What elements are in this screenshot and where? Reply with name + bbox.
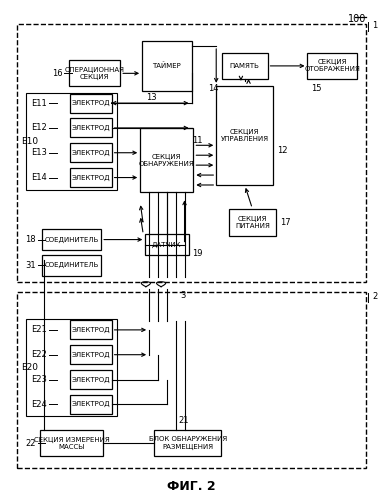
Text: ФИГ. 2: ФИГ. 2 bbox=[167, 480, 216, 493]
Text: 31: 31 bbox=[25, 261, 36, 270]
Text: E22: E22 bbox=[31, 350, 47, 359]
Text: СЕКЦИЯ ИЗМЕРЕНИЯ
МАССЫ: СЕКЦИЯ ИЗМЕРЕНИЯ МАССЫ bbox=[34, 437, 110, 450]
Text: 19: 19 bbox=[192, 250, 203, 258]
Text: E14: E14 bbox=[31, 173, 47, 182]
Text: СОЕДИНИТЕЛЬ: СОЕДИНИТЕЛЬ bbox=[44, 237, 99, 243]
Text: ЭЛЕКТРОД: ЭЛЕКТРОД bbox=[71, 125, 110, 131]
Bar bbox=[70, 143, 112, 162]
Text: ЭЛЕКТРОД: ЭЛЕКТРОД bbox=[71, 150, 110, 156]
Text: СОЕДИНИТЕЛЬ: СОЕДИНИТЕЛЬ bbox=[44, 262, 99, 268]
Text: ДАТЧИК: ДАТЧИК bbox=[152, 242, 182, 248]
Text: 18: 18 bbox=[25, 235, 36, 244]
Text: ОПЕРАЦИОННАЯ
СЕКЦИЯ: ОПЕРАЦИОННАЯ СЕКЦИЯ bbox=[65, 67, 124, 80]
Text: ЭЛЕКТРОД: ЭЛЕКТРОД bbox=[71, 175, 110, 181]
Text: 3: 3 bbox=[180, 290, 185, 300]
Bar bbox=[26, 93, 117, 190]
Text: 11: 11 bbox=[192, 136, 203, 145]
Bar bbox=[16, 292, 367, 468]
Text: СЕКЦИЯ
ОТОБРАЖЕНИЯ: СЕКЦИЯ ОТОБРАЖЕНИЯ bbox=[304, 59, 360, 72]
Text: ПАМЯТЬ: ПАМЯТЬ bbox=[230, 63, 260, 69]
Text: 13: 13 bbox=[146, 93, 157, 102]
Bar bbox=[70, 345, 112, 364]
Text: 12: 12 bbox=[277, 146, 288, 155]
Text: ЭЛЕКТРОД: ЭЛЕКТРОД bbox=[71, 327, 110, 333]
Bar bbox=[69, 60, 120, 86]
Text: 16: 16 bbox=[52, 69, 62, 78]
Bar bbox=[222, 53, 268, 79]
Text: E23: E23 bbox=[31, 375, 47, 384]
Text: 15: 15 bbox=[311, 84, 322, 93]
Bar bbox=[70, 168, 112, 187]
Text: 22: 22 bbox=[25, 439, 36, 448]
Bar bbox=[142, 41, 192, 91]
Bar bbox=[70, 395, 112, 414]
Bar bbox=[42, 255, 101, 276]
Bar bbox=[26, 319, 117, 416]
Bar bbox=[70, 370, 112, 389]
Bar bbox=[154, 430, 221, 456]
Text: ЭЛЕКТРОД: ЭЛЕКТРОД bbox=[71, 376, 110, 383]
Bar bbox=[308, 53, 357, 79]
Text: СЕКЦИЯ
ОБНАРУЖЕНИЯ: СЕКЦИЯ ОБНАРУЖЕНИЯ bbox=[139, 154, 195, 167]
Bar bbox=[145, 234, 189, 255]
Text: 1: 1 bbox=[372, 21, 377, 30]
Text: 100: 100 bbox=[348, 14, 367, 24]
Bar bbox=[70, 94, 112, 113]
Text: 17: 17 bbox=[280, 218, 291, 227]
Bar bbox=[70, 118, 112, 137]
Text: 14: 14 bbox=[208, 84, 218, 93]
Text: 2: 2 bbox=[372, 292, 377, 301]
Text: 21: 21 bbox=[178, 416, 189, 425]
Text: E24: E24 bbox=[31, 400, 47, 409]
Text: E20: E20 bbox=[21, 363, 38, 372]
Bar bbox=[40, 430, 103, 456]
Text: E12: E12 bbox=[31, 123, 47, 132]
Text: ЭЛЕКТРОД: ЭЛЕКТРОД bbox=[71, 352, 110, 358]
Bar bbox=[16, 24, 367, 282]
Bar bbox=[216, 86, 273, 185]
Bar bbox=[42, 229, 101, 250]
Text: СЕКЦИЯ
ПИТАНИЯ: СЕКЦИЯ ПИТАНИЯ bbox=[235, 216, 270, 229]
Text: ЭЛЕКТРОД: ЭЛЕКТРОД bbox=[71, 100, 110, 106]
Text: E11: E11 bbox=[31, 99, 47, 108]
Text: БЛОК ОБНАРУЖЕНИЯ
РАЗМЕЩЕНИЯ: БЛОК ОБНАРУЖЕНИЯ РАЗМЕЩЕНИЯ bbox=[149, 437, 227, 450]
Text: E10: E10 bbox=[21, 137, 38, 146]
Text: СЕКЦИЯ
УПРАВЛЕНИЯ: СЕКЦИЯ УПРАВЛЕНИЯ bbox=[221, 129, 269, 142]
Bar bbox=[229, 209, 276, 236]
Text: ТАЙМЕР: ТАЙМЕР bbox=[152, 62, 181, 69]
Text: E13: E13 bbox=[31, 148, 47, 157]
Text: ЭЛЕКТРОД: ЭЛЕКТРОД bbox=[71, 401, 110, 407]
Bar bbox=[70, 320, 112, 339]
Text: E21: E21 bbox=[31, 325, 47, 334]
Bar bbox=[140, 128, 193, 193]
